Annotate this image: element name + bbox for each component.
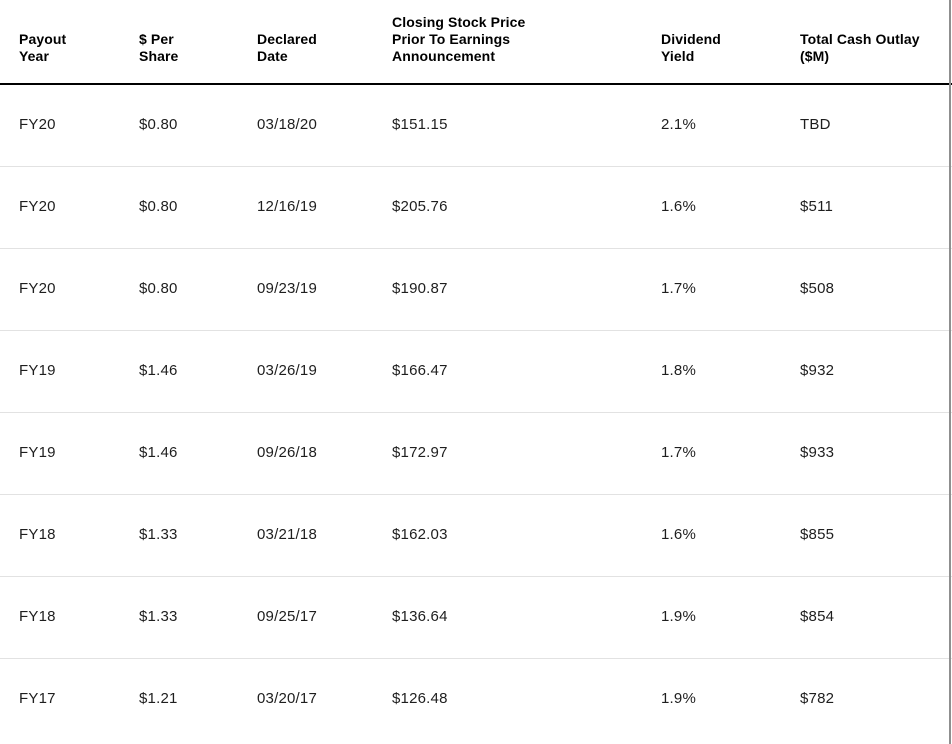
cell-dividend-yield: 1.9% <box>661 690 696 708</box>
table-row: FY19 $1.46 03/26/19 $166.47 1.8% $932 <box>0 330 952 413</box>
cell-total-cash-outlay: $511 <box>800 166 952 249</box>
cell-payout-year: FY18 <box>0 576 139 659</box>
table-row: FY17 $1.21 03/20/17 $126.48 1.9% $782 <box>0 658 952 740</box>
cell-per-share: $1.33 <box>139 576 257 659</box>
cell-payout-year: FY17 <box>19 690 56 708</box>
cell-per-share: $0.80 <box>139 166 257 249</box>
cell-per-share: $0.80 <box>139 248 257 331</box>
cell-payout-year: FY20 <box>0 166 139 249</box>
cell-declared-date: 09/23/19 <box>257 248 392 331</box>
cell-total-cash-outlay: $782 <box>800 690 835 708</box>
cell-closing-price: $166.47 <box>392 330 661 413</box>
table-row: FY19 $1.46 09/26/18 $172.97 1.7% $933 <box>0 412 952 495</box>
cell-per-share: $0.80 <box>139 84 257 167</box>
right-edge-scrollbar[interactable] <box>949 0 951 744</box>
cell-declared-date: 09/25/17 <box>257 576 392 659</box>
cell-total-cash-outlay: $854 <box>800 576 952 659</box>
table-row: FY20 $0.80 03/18/20 $151.15 2.1% TBD <box>0 84 952 167</box>
table-row: FY20 $0.80 12/16/19 $205.76 1.6% $511 <box>0 166 952 249</box>
cell-declared-date: 09/26/18 <box>257 412 392 495</box>
cell-dividend-yield: 1.6% <box>661 166 800 249</box>
cell-declared-date: 12/16/19 <box>257 166 392 249</box>
cell-declared-date: 03/26/19 <box>257 330 392 413</box>
cell-closing-price: $136.64 <box>392 576 661 659</box>
table-row: FY18 $1.33 09/25/17 $136.64 1.9% $854 <box>0 576 952 659</box>
cell-total-cash-outlay: $932 <box>800 330 952 413</box>
cell-payout-year: FY19 <box>0 330 139 413</box>
cell-payout-year: FY19 <box>0 412 139 495</box>
table-header: Payout Year $ Per Share Declared Date Cl… <box>0 0 952 85</box>
cell-closing-price: $205.76 <box>392 166 661 249</box>
cell-per-share: $1.33 <box>139 494 257 577</box>
header-row: Payout Year $ Per Share Declared Date Cl… <box>0 0 952 85</box>
cell-payout-year: FY18 <box>0 494 139 577</box>
column-header-payout-year: Payout Year <box>0 0 139 85</box>
table-body: FY20 $0.80 03/18/20 $151.15 2.1% TBD FY2… <box>0 84 952 740</box>
cell-total-cash-outlay: TBD <box>800 84 952 167</box>
cell-declared-date: 03/20/17 <box>257 690 317 708</box>
cell-closing-price: $190.87 <box>392 248 661 331</box>
column-header-per-share: $ Per Share <box>139 0 257 85</box>
cell-dividend-yield: 1.9% <box>661 576 800 659</box>
column-header-dividend-yield: Dividend Yield <box>661 0 800 85</box>
table-row: FY18 $1.33 03/21/18 $162.03 1.6% $855 <box>0 494 952 577</box>
cell-dividend-yield: 1.6% <box>661 494 800 577</box>
table-row: FY20 $0.80 09/23/19 $190.87 1.7% $508 <box>0 248 952 331</box>
cell-closing-price: $151.15 <box>392 84 661 167</box>
cell-per-share: $1.46 <box>139 412 257 495</box>
cell-closing-price: $172.97 <box>392 412 661 495</box>
cell-closing-price: $162.03 <box>392 494 661 577</box>
cell-dividend-yield: 1.8% <box>661 330 800 413</box>
cell-per-share: $1.21 <box>139 690 178 708</box>
cell-per-share: $1.46 <box>139 330 257 413</box>
cell-payout-year: FY20 <box>0 84 139 167</box>
cell-dividend-yield: 1.7% <box>661 412 800 495</box>
cell-dividend-yield: 2.1% <box>661 84 800 167</box>
cell-payout-year: FY20 <box>0 248 139 331</box>
column-header-closing-price: Closing Stock Price Prior To Earnings An… <box>392 0 661 85</box>
column-header-declared-date: Declared Date <box>257 0 392 85</box>
cell-total-cash-outlay: $933 <box>800 412 952 495</box>
cell-dividend-yield: 1.7% <box>661 248 800 331</box>
cell-declared-date: 03/18/20 <box>257 84 392 167</box>
cell-total-cash-outlay: $508 <box>800 248 952 331</box>
cell-total-cash-outlay: $855 <box>800 494 952 577</box>
cell-closing-price: $126.48 <box>392 690 448 708</box>
column-header-total-cash-outlay: Total Cash Outlay ($M) <box>800 0 952 85</box>
cell-declared-date: 03/21/18 <box>257 494 392 577</box>
